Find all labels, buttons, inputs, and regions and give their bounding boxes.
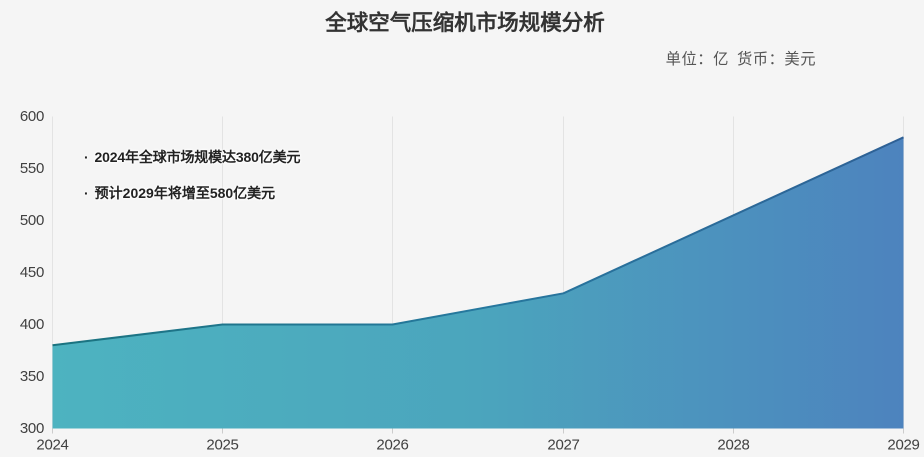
svg-text:500: 500 bbox=[20, 212, 44, 229]
svg-text:450: 450 bbox=[20, 264, 44, 281]
svg-text:2026: 2026 bbox=[376, 436, 408, 453]
svg-text:350: 350 bbox=[20, 368, 44, 385]
svg-text:400: 400 bbox=[20, 316, 44, 333]
svg-text:2024: 2024 bbox=[36, 436, 68, 453]
svg-text:2025: 2025 bbox=[206, 436, 238, 453]
svg-text:2029: 2029 bbox=[887, 436, 919, 453]
svg-text:2028: 2028 bbox=[717, 436, 749, 453]
svg-text:550: 550 bbox=[20, 160, 44, 177]
svg-text:600: 600 bbox=[20, 108, 44, 125]
svg-text:2027: 2027 bbox=[547, 436, 579, 453]
svg-text:300: 300 bbox=[20, 420, 44, 437]
